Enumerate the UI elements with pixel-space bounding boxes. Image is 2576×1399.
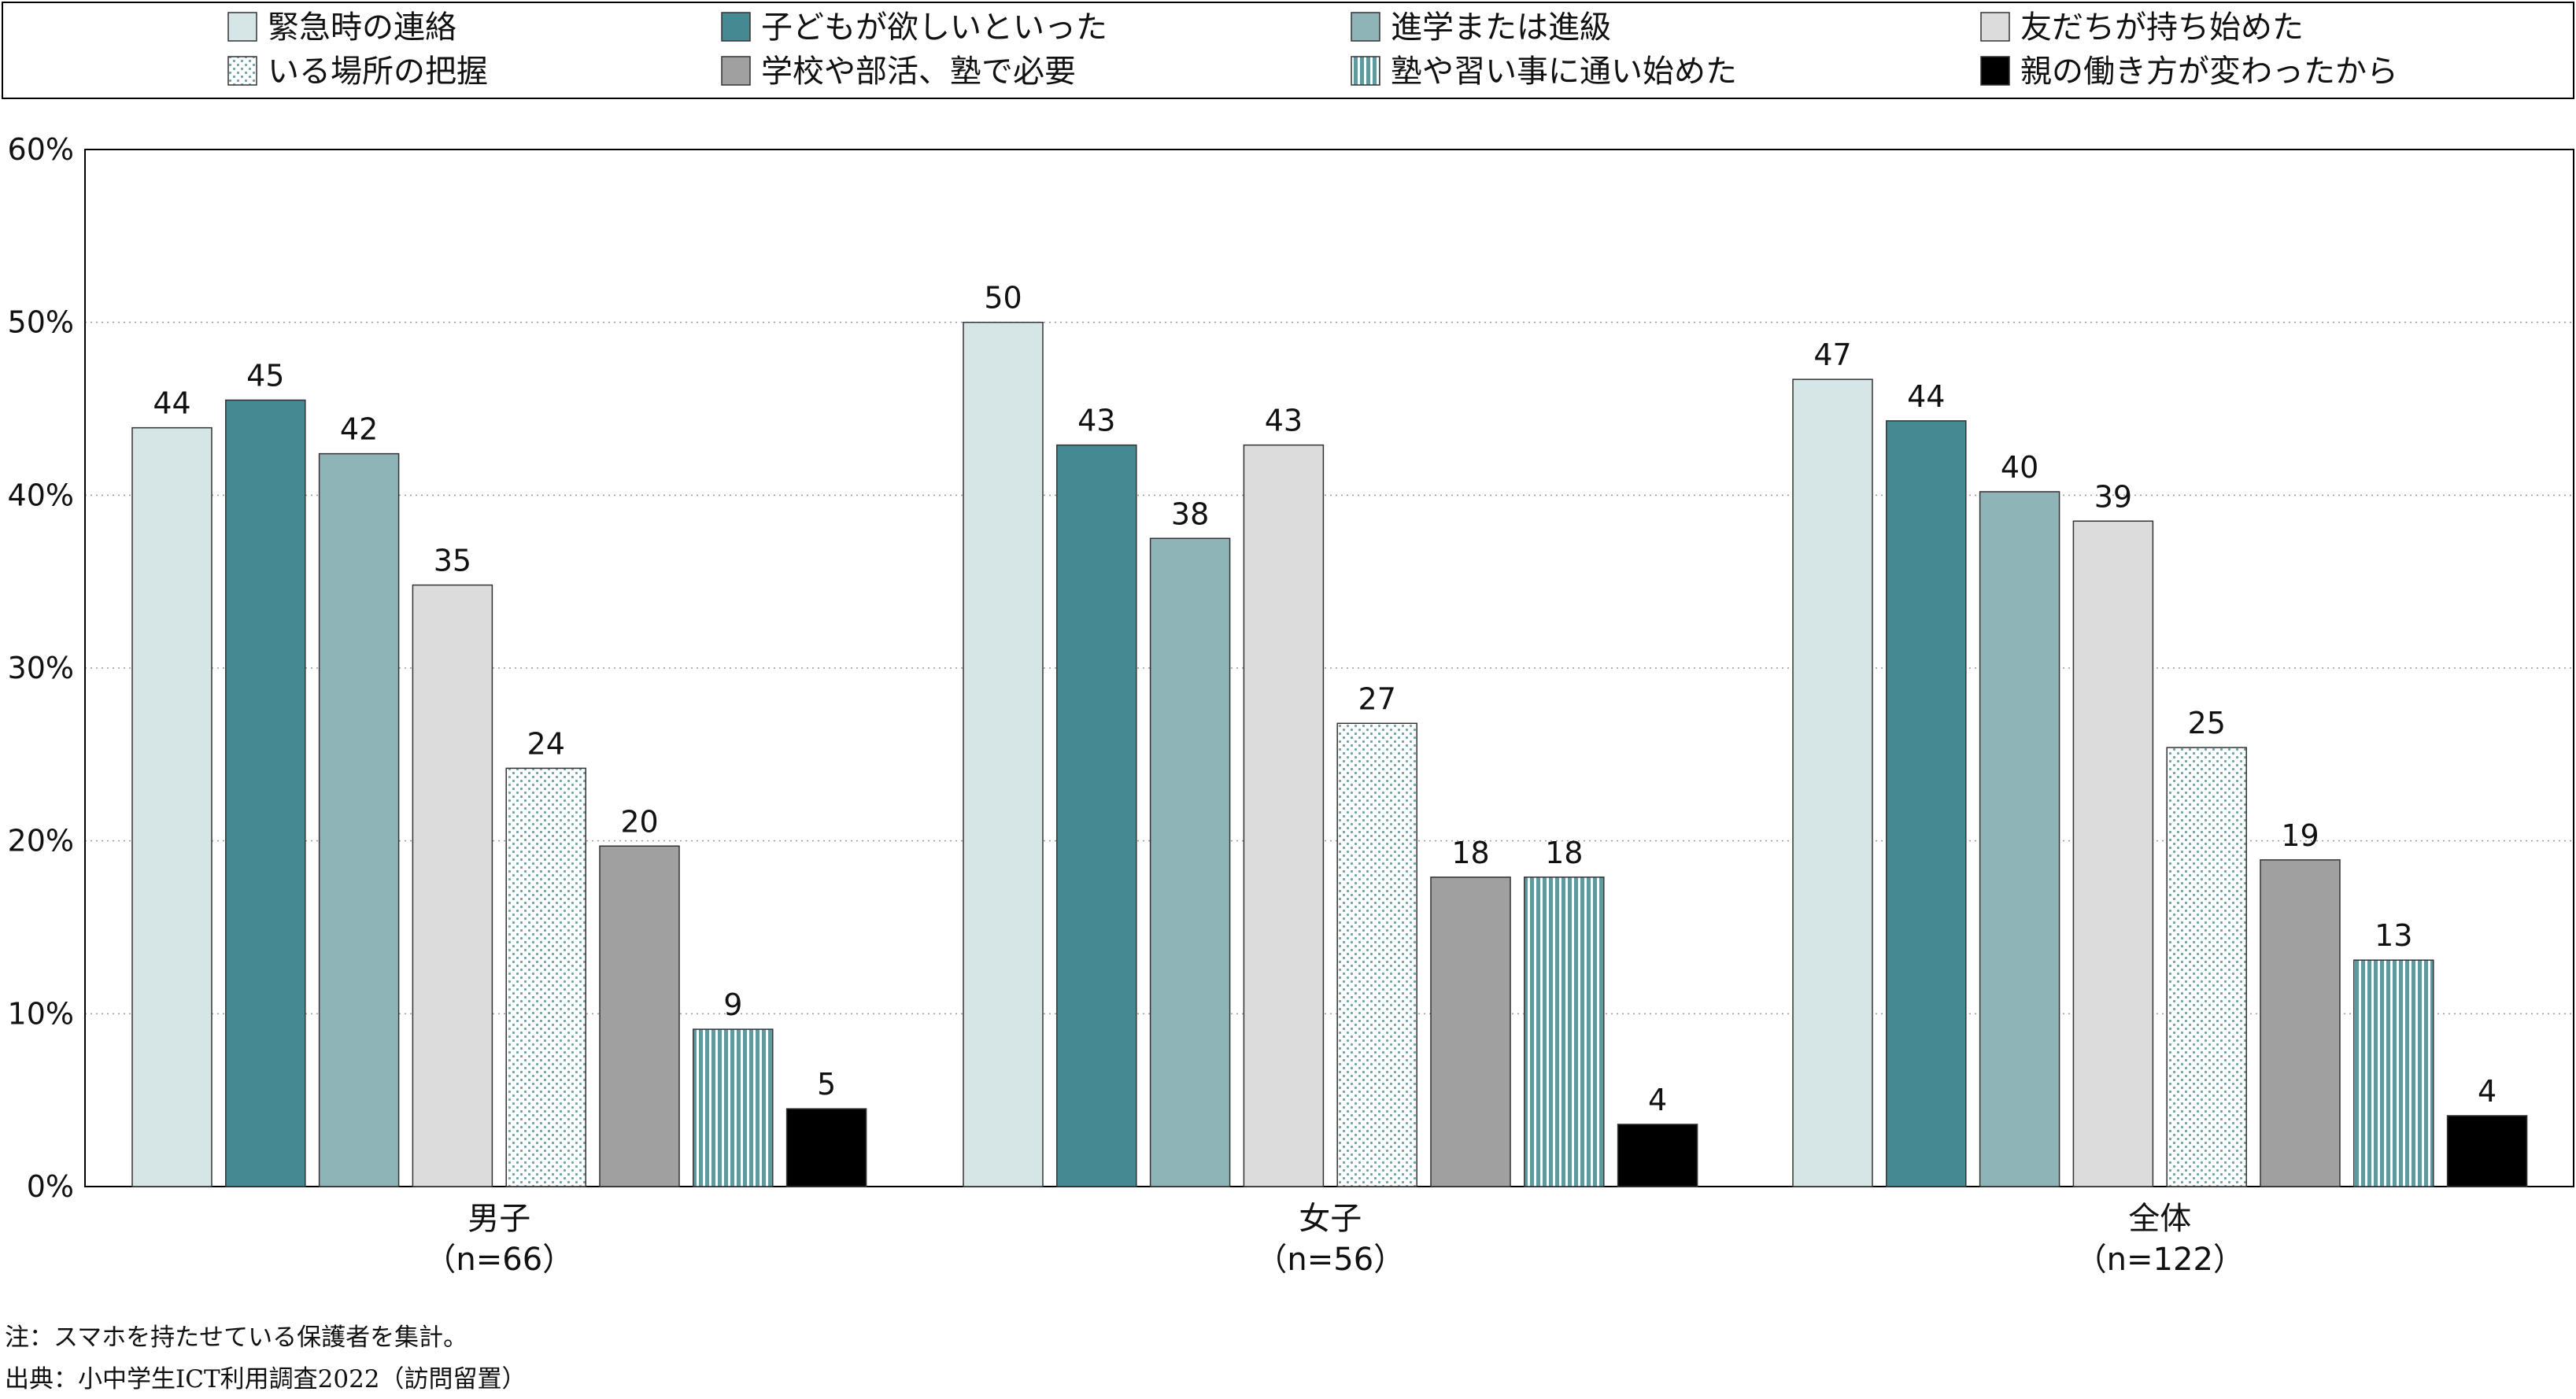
legend-label: 親の働き方が変わったから: [2020, 54, 2398, 90]
bar: [785, 1108, 867, 1187]
y-tick-label: 30%: [8, 651, 74, 685]
bar-value-label: 9: [723, 987, 742, 1022]
legend-box: [2, 2, 2574, 99]
bar: [1056, 444, 1137, 1187]
bar: [599, 845, 680, 1187]
bar: [412, 584, 493, 1187]
bar-value-label: 44: [153, 386, 190, 421]
source-text: 出典：小中学生ICT利用調査2022（訪問留置）: [5, 1365, 527, 1393]
legend-label: 学校や部活、塾で必要: [761, 54, 1076, 90]
bar: [505, 767, 586, 1187]
y-axis-ticks: 0% 10% 20% 30% 40% 50% 60%: [8, 132, 74, 1204]
legend-swatch: [227, 12, 257, 42]
legend-swatch: [1980, 12, 2010, 42]
bar: [693, 1028, 774, 1187]
legend-label: 緊急時の連絡: [268, 9, 456, 46]
category-n-label: （n=122）: [2075, 1242, 2245, 1278]
y-tick-label: 40%: [8, 478, 74, 512]
y-tick-label: 20%: [8, 824, 74, 858]
bar: [225, 399, 306, 1187]
y-tick-label: 0%: [27, 1169, 74, 1204]
bar-value-label: 20: [620, 804, 658, 839]
plot-frame: [84, 149, 2574, 1187]
y-tick-label: 50%: [8, 305, 74, 340]
legend-label: 子どもが欲しいといった: [761, 9, 1107, 46]
bar-value-label: 5: [817, 1067, 836, 1102]
bar: [1243, 444, 1325, 1187]
category-label: 男子: [468, 1201, 530, 1237]
bar-value-label: 4: [1648, 1083, 1667, 1117]
bar-value-label: 39: [2094, 479, 2132, 514]
footnotes: 注：スマホを持たせている保護者を集計。 出典：小中学生ICT利用調査2022（訪…: [5, 1323, 527, 1393]
category-label: 全体: [2128, 1201, 2191, 1237]
bar: [1979, 491, 2060, 1187]
bar: [2166, 747, 2247, 1187]
bar-value-label: 44: [1907, 379, 1945, 414]
legend-label: 進学または進級: [1391, 9, 1611, 46]
bar: [1617, 1124, 1698, 1187]
category-n-label: （n=56）: [1255, 1242, 1405, 1278]
bar-value-label: 50: [984, 281, 1022, 316]
bar: [1524, 877, 1605, 1187]
bar-value-label: 35: [434, 544, 471, 578]
legend-swatch: [1351, 12, 1380, 42]
bars: 44 45 42 35 24 20 9 5 50 43 38 43 27 18 18 4 47 44 40 39 25 1…: [131, 281, 2528, 1187]
bar-value-label: 4: [2478, 1074, 2497, 1109]
y-tick-label: 10%: [8, 996, 74, 1031]
bar: [2353, 959, 2434, 1187]
bar-value-label: 47: [1813, 338, 1851, 372]
category-n-label: （n=66）: [424, 1242, 574, 1278]
bar-value-label: 42: [340, 412, 378, 447]
bar: [1792, 378, 1873, 1187]
bar: [1430, 877, 1511, 1187]
legend-swatch: [1980, 56, 2010, 86]
bar-value-label: 19: [2281, 818, 2319, 853]
legend: 緊急時の連絡 子どもが欲しいといった 進学または進級 友だちが持ち始めたいる場所の把握…: [2, 2, 2574, 99]
bar: [1149, 537, 1231, 1187]
bar-value-label: 18: [1545, 836, 1583, 870]
legend-swatch: [1351, 56, 1380, 86]
bar: [963, 321, 1044, 1187]
bar: [2072, 520, 2154, 1187]
bar: [2446, 1115, 2528, 1187]
legend-swatch: [721, 12, 751, 42]
legend-swatch: [721, 56, 751, 86]
bar: [1886, 420, 1967, 1187]
bar-value-label: 25: [2188, 706, 2226, 740]
bar-value-label: 43: [1077, 404, 1115, 438]
bar-value-label: 24: [527, 726, 565, 761]
bar-value-label: 38: [1171, 496, 1209, 531]
category-label: 女子: [1299, 1201, 1362, 1237]
legend-label: 塾や習い事に通い始めた: [1391, 54, 1737, 90]
legend-swatch: [227, 56, 257, 86]
bar: [2260, 859, 2341, 1187]
legend-label: 友だちが持ち始めた: [2020, 9, 2304, 46]
plot-area: [84, 149, 2574, 1187]
y-tick-label: 60%: [8, 132, 74, 167]
bar: [131, 426, 213, 1187]
bar-value-label: 27: [1358, 681, 1396, 716]
note-text: 注：スマホを持たせている保護者を集計。: [5, 1323, 468, 1352]
bar-value-label: 40: [2001, 450, 2038, 485]
legend-label: いる場所の把握: [268, 54, 488, 90]
bar-value-label: 18: [1451, 836, 1489, 870]
bar-value-label: 13: [2375, 918, 2412, 953]
bar: [1336, 722, 1417, 1187]
x-axis-categories: 男子 （n=66） 女子 （n=56） 全体 （n=122）: [424, 1201, 2244, 1278]
bar-value-label: 43: [1265, 404, 1303, 438]
bar-value-label: 45: [246, 359, 284, 393]
bar: [318, 452, 400, 1187]
